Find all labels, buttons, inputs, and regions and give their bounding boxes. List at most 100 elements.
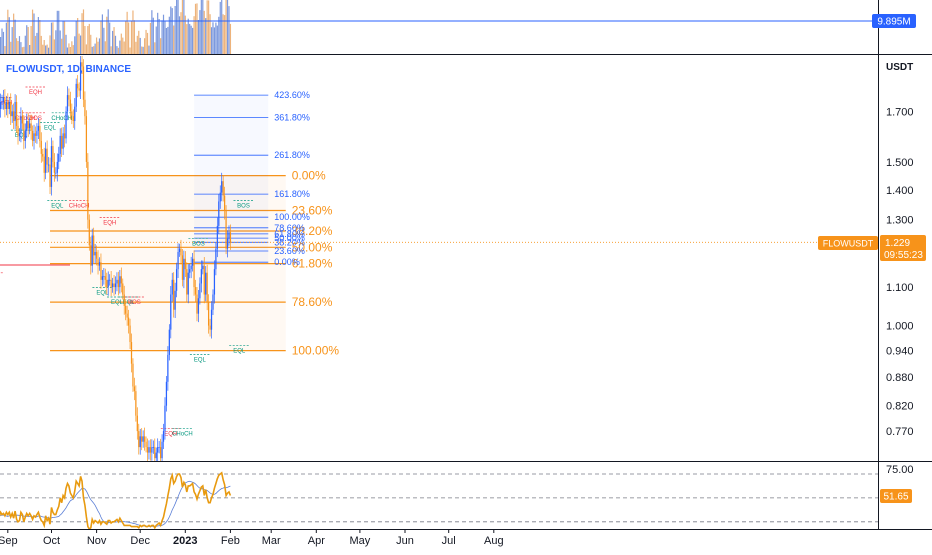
volume-bar bbox=[146, 32, 149, 54]
time-axis-label: Sep bbox=[0, 535, 18, 547]
volume-bar bbox=[4, 46, 6, 54]
volume-bar bbox=[219, 1, 221, 54]
candle-body bbox=[88, 219, 90, 246]
volume-bar bbox=[23, 46, 25, 54]
volume-bar bbox=[117, 47, 120, 54]
candle-body bbox=[189, 269, 191, 273]
candle-body bbox=[49, 164, 51, 187]
volume-bar bbox=[95, 37, 98, 54]
price-axis-tick: 0.820 bbox=[886, 401, 914, 413]
candle-body bbox=[24, 130, 26, 141]
candle-body bbox=[143, 436, 146, 442]
candle-body bbox=[62, 133, 64, 149]
price-axis-tick: 0.880 bbox=[886, 372, 914, 384]
volume-bar bbox=[218, 16, 220, 54]
candle-body bbox=[203, 265, 205, 295]
structure-label: EQL bbox=[233, 349, 246, 355]
volume-bar bbox=[133, 20, 136, 54]
structure-label: CHoCH bbox=[15, 116, 36, 122]
volume-bar bbox=[30, 26, 32, 54]
candle-body bbox=[136, 415, 138, 432]
candle-body bbox=[34, 133, 37, 136]
fib-small-background bbox=[194, 95, 268, 262]
candle-body bbox=[224, 195, 226, 211]
volume-bar bbox=[87, 26, 89, 54]
volume-bar bbox=[192, 27, 194, 54]
rsi-pane bbox=[0, 471, 878, 529]
time-axis-label: Oct bbox=[43, 535, 60, 547]
symbol-legend[interactable]: FLOWUSDT, 1D, BINANCE bbox=[6, 64, 131, 75]
candle-body bbox=[171, 279, 173, 295]
candle-body bbox=[126, 313, 128, 318]
volume-bar bbox=[90, 34, 92, 54]
volume-bar bbox=[196, 3, 198, 54]
candle-body bbox=[69, 99, 72, 112]
volume-bar bbox=[132, 10, 134, 54]
candle-body bbox=[215, 248, 217, 270]
volume-bar bbox=[93, 46, 95, 54]
volume-bar bbox=[177, 0, 179, 54]
candle-body bbox=[101, 276, 104, 280]
volume-bar bbox=[212, 22, 214, 54]
candle-body bbox=[72, 116, 74, 121]
candle-body bbox=[218, 201, 220, 226]
candle-body bbox=[0, 102, 2, 110]
volume-bar bbox=[174, 6, 176, 54]
volume-bar bbox=[55, 30, 57, 54]
structure-label: EQH bbox=[29, 90, 42, 96]
candle-body bbox=[61, 135, 63, 149]
candle-body bbox=[209, 325, 211, 330]
legend-interval: 1D bbox=[67, 64, 80, 75]
volume-bar bbox=[62, 21, 64, 54]
volume-bar bbox=[49, 35, 51, 54]
candle-body bbox=[58, 153, 60, 162]
volume-bar bbox=[130, 21, 133, 54]
volume-bar bbox=[26, 25, 28, 54]
volume-bar bbox=[213, 27, 216, 54]
candle-body bbox=[26, 121, 28, 131]
candle-body bbox=[97, 258, 99, 266]
candle-body bbox=[100, 262, 102, 280]
volume-bar bbox=[181, 0, 184, 54]
time-axis[interactable]: Sep Oct Nov Dec 2023 Feb Mar Apr May Jun Jul Aug bbox=[0, 529, 504, 547]
volume-bar bbox=[202, 0, 204, 54]
legend-sep-2: , bbox=[80, 64, 86, 75]
volume-bar bbox=[63, 21, 66, 54]
candle-body bbox=[95, 251, 98, 259]
fib-small-level-label: 100.00% bbox=[274, 212, 310, 222]
volume-bar bbox=[123, 41, 125, 54]
candle-body bbox=[111, 283, 114, 288]
structure-label: BOS bbox=[237, 203, 250, 209]
candle-body bbox=[127, 317, 130, 326]
candle-body bbox=[50, 146, 53, 187]
volume-bar bbox=[21, 47, 23, 54]
volume-bar bbox=[42, 44, 44, 54]
candle-body bbox=[145, 441, 147, 448]
rsi-ma-line bbox=[0, 480, 231, 527]
candle-body bbox=[135, 391, 137, 416]
volume-bar bbox=[119, 40, 121, 54]
candle-body bbox=[98, 262, 101, 266]
rsi-axis-tick-75: 75.00 bbox=[886, 464, 914, 476]
candle-body bbox=[42, 153, 44, 157]
candle-body bbox=[21, 116, 23, 124]
volume-bar bbox=[104, 41, 106, 54]
candle-body bbox=[82, 66, 85, 100]
volume-bar bbox=[122, 37, 124, 54]
price-axis[interactable]: 1.7001.5001.4001.3001.2001.1001.0000.940… bbox=[886, 106, 914, 438]
volume-bar bbox=[176, 0, 178, 54]
candle-body bbox=[14, 102, 16, 121]
time-axis-label: Mar bbox=[262, 535, 281, 547]
volume-bar bbox=[139, 37, 141, 54]
candle-body bbox=[20, 116, 22, 134]
volume-bar bbox=[72, 45, 74, 54]
candle-body bbox=[130, 342, 133, 364]
volume-bar bbox=[215, 22, 217, 54]
candle-body bbox=[85, 116, 88, 162]
candle-body bbox=[39, 125, 41, 141]
legend-exchange: BINANCE bbox=[85, 64, 131, 75]
volume-bar bbox=[109, 22, 111, 54]
candle-body bbox=[196, 294, 198, 314]
candle-body bbox=[75, 83, 77, 107]
